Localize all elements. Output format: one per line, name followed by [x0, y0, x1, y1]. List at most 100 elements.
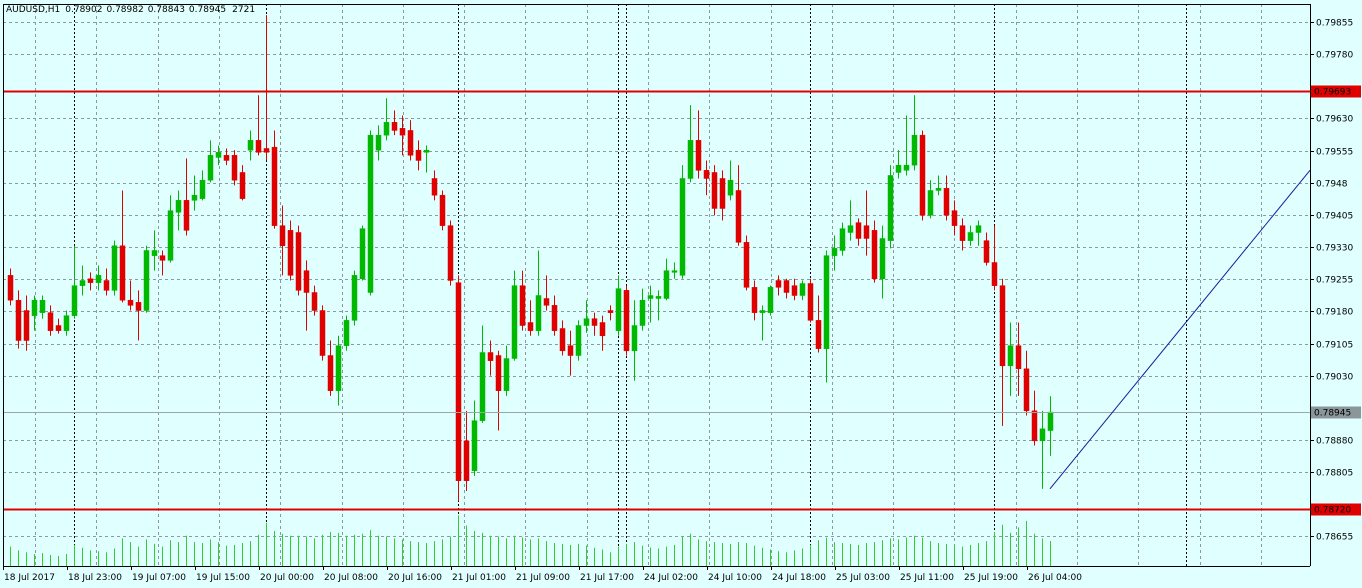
candle-body [367, 134, 374, 293]
candle-body [503, 358, 510, 391]
candle-body [271, 146, 278, 226]
header-volume: 2721 [232, 5, 255, 15]
candle-body [359, 228, 366, 280]
candle-body [103, 280, 110, 291]
candle-body [375, 134, 382, 151]
level-label-box [1311, 503, 1361, 516]
candle-body [927, 190, 934, 216]
x-tick-label: 21 Jul 09:00 [516, 573, 570, 583]
x-tick-label: 19 Jul 15:00 [196, 573, 250, 583]
candle-body [831, 248, 838, 256]
candle-body [943, 188, 950, 216]
candle-body [55, 325, 62, 331]
y-tick-label: 0.79030 [1316, 373, 1353, 383]
candle-body [383, 122, 390, 136]
candle-body [783, 280, 790, 293]
candle-body [31, 299, 38, 316]
candle-body [215, 152, 222, 158]
candle-body [999, 285, 1006, 367]
candle-body [1023, 368, 1030, 412]
candle-body [975, 225, 982, 233]
candle-body [183, 200, 190, 231]
candle-body [839, 228, 846, 251]
candle-body [903, 164, 910, 171]
candle-body [847, 225, 854, 233]
y-tick-label: 0.78880 [1316, 437, 1353, 447]
header-open: 0.78902 [65, 5, 102, 15]
y-tick-label: 0.79555 [1316, 148, 1353, 158]
candle-body [511, 285, 518, 359]
candle-body [967, 232, 974, 241]
candle-body [895, 164, 902, 173]
level-label-box [1311, 85, 1361, 98]
x-tick-label: 18 Jul 23:00 [68, 573, 122, 583]
candle-body [319, 310, 326, 356]
candle-body [815, 320, 822, 349]
candle-body [63, 315, 70, 331]
candle-body [807, 283, 814, 321]
candle-body [191, 194, 198, 201]
candle-body [423, 149, 430, 153]
candle-body [735, 190, 742, 243]
y-tick-label: 0.78655 [1316, 533, 1353, 543]
candle-body [1047, 411, 1054, 431]
candle-body [911, 134, 918, 166]
x-tick-label: 24 Jul 18:00 [772, 573, 826, 583]
candle-body [223, 155, 230, 161]
candle-body [919, 134, 926, 216]
candle-body [983, 240, 990, 263]
y-tick-label: 0.79405 [1316, 212, 1353, 222]
y-tick-label: 0.78805 [1316, 469, 1353, 479]
candle-body [719, 178, 726, 209]
candle-body [135, 302, 142, 311]
trendline [1049, 170, 1311, 490]
candle-body [655, 296, 662, 299]
candle-body [767, 287, 774, 313]
candle-body [775, 280, 782, 288]
candle-body [399, 128, 406, 136]
candle-body [455, 282, 462, 481]
x-tick-label: 25 Jul 19:00 [964, 573, 1018, 583]
candle-body [207, 155, 214, 181]
candle-body [607, 310, 614, 313]
candle-body [695, 140, 702, 171]
candle-body [311, 292, 318, 311]
candle-body [23, 310, 30, 341]
header-close: 0.78945 [189, 5, 226, 15]
candle-body [583, 318, 590, 326]
candle-body [1015, 345, 1022, 370]
candle-body [119, 245, 126, 301]
candle-body [959, 225, 966, 241]
marks-layer [3, 15, 1311, 566]
candle-body [471, 420, 478, 472]
header-low: 0.78843 [148, 5, 185, 15]
candle-body [527, 322, 534, 331]
candle-body [799, 283, 806, 296]
candle-body [87, 278, 94, 283]
candle-body [791, 285, 798, 296]
candle-body [463, 440, 470, 481]
candle-body [759, 310, 766, 313]
candle-body [703, 170, 710, 179]
candle-body [407, 130, 414, 156]
candle-body [111, 245, 118, 291]
x-tick-label: 19 Jul 07:00 [132, 573, 186, 583]
candle-body [239, 172, 246, 199]
x-tick-label: 24 Jul 02:00 [644, 573, 698, 583]
candle-body [143, 250, 150, 311]
level-label: 0.78720 [1314, 506, 1351, 516]
candle-body [199, 179, 206, 199]
candle-body [951, 210, 958, 226]
candle-body [255, 140, 262, 153]
candle-body [591, 318, 598, 326]
candle-body [15, 299, 22, 341]
candle-body [991, 262, 998, 286]
candle-body [71, 285, 78, 316]
y-tick-label: 0.79330 [1316, 244, 1353, 254]
candle-body [1031, 410, 1038, 442]
candle-body [231, 155, 238, 181]
candle-body [247, 140, 254, 151]
candle-body [415, 149, 422, 161]
candle-body [623, 290, 630, 352]
